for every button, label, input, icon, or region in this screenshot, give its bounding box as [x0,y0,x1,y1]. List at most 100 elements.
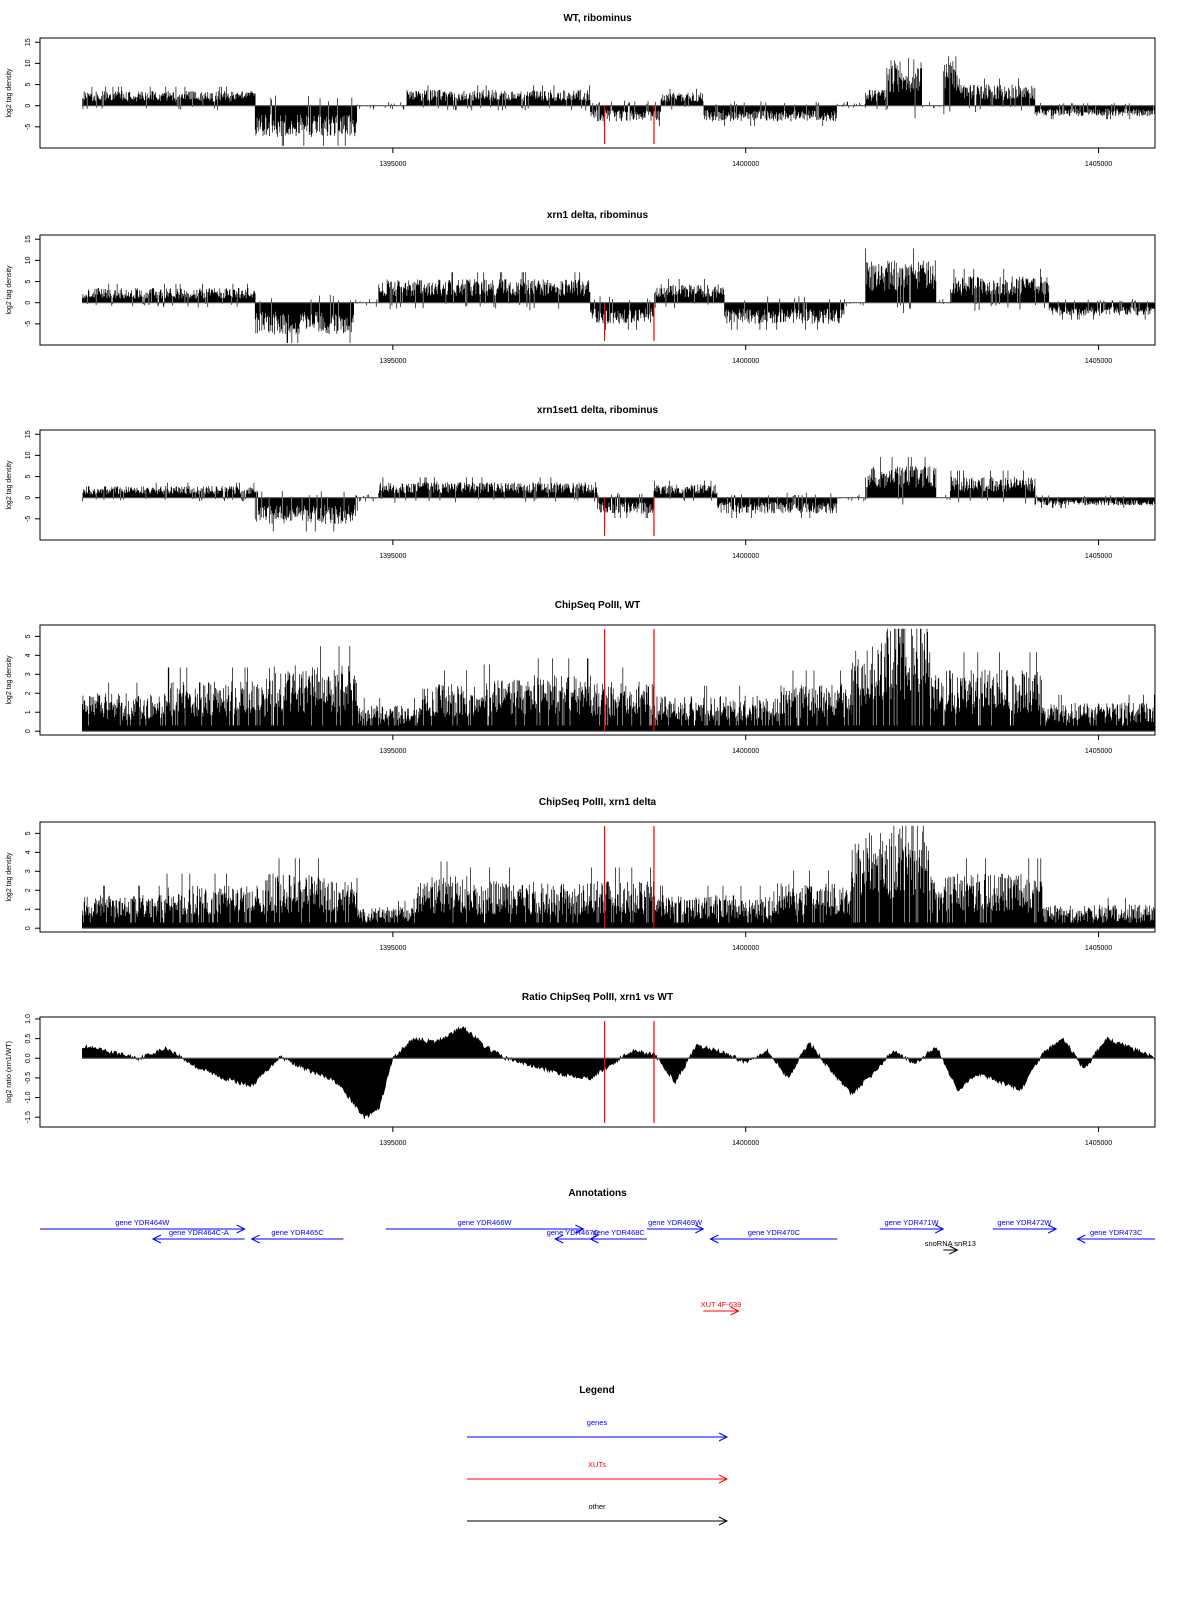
panel-2: xrn1 delta, ribominus log2 tag density -5 0… [6,210,1156,365]
chart-title: xrn1 delta, ribominus [547,210,649,221]
x-tick-label: 1395000 [379,358,406,365]
legend-panel: Legend genes XUTs other [467,1385,729,1526]
chart-title: WT, ribominus [563,13,632,24]
annotation-gene: gene YDR473C [1076,1228,1155,1244]
y-tick-label: -5 [25,321,32,327]
y-tick-label: 5 [25,82,32,86]
x-tick-label: 1400000 [732,945,759,952]
annotation-label: XUT 4F-639 [701,1300,742,1309]
y-tick-label: 1 [25,907,32,911]
x-tick-label: 1405000 [1085,553,1112,560]
annotation-label: gene YDR468C [592,1228,645,1237]
annotation-label: gene YDR473C [1090,1228,1143,1237]
y-tick-label: 4 [25,653,32,657]
x-tick-label: 1395000 [379,553,406,560]
y-tick-label: 0.0 [25,1053,32,1063]
arrow-head [695,1224,705,1234]
y-tick-label: 15 [25,235,32,243]
y-tick-label: -5 [25,516,32,522]
arrow-head [1076,1234,1086,1244]
plot-frame [39,234,1156,346]
annotation-label: gene YDR465C [271,1228,324,1237]
x-tick-label: 1400000 [732,553,759,560]
arrow-head [151,1234,162,1244]
annotation-gene: gene YDR467C [547,1228,600,1244]
y-axis-label: log2 tag density [6,460,13,510]
y-tick-label: 2 [25,888,32,892]
arrow-head [718,1516,729,1526]
legend-label: XUTs [588,1460,606,1469]
chart-title: ChipSeq PolII, WT [555,600,641,611]
x-tick-label: 1400000 [732,161,759,168]
panel-6: Ratio ChipSeq PolII, xrn1 vs WT log2 rati… [6,992,1156,1147]
chart-title: xrn1set1 delta, ribominus [537,405,659,416]
y-axis-label: log2 tag density [6,852,13,902]
annotations-title: Annotations [568,1188,627,1199]
signal-bars [81,825,1156,929]
x-tick-label: 1405000 [1085,748,1112,755]
plot-frame [39,37,1156,149]
legend-entry: XUTs [467,1460,729,1484]
arrow-head [554,1234,564,1244]
arrow-head [718,1474,729,1484]
y-tick-label: 5 [25,279,32,283]
y-tick-label: 0.5 [25,1034,32,1044]
y-axis-label: log2 tag density [6,265,13,315]
arrow-head [1047,1224,1058,1234]
plot-frame [39,429,1156,541]
plot-frame [39,624,1156,736]
ratio-area [82,1026,1155,1120]
annotation-gene: gene YDR468C [589,1228,647,1244]
y-tick-label: 0 [25,729,32,733]
plot-frame [39,821,1156,933]
arrow-head [935,1224,945,1234]
y-tick-label: 0 [25,301,32,305]
annotation-gene: gene YDR472W [992,1218,1058,1234]
arrow-head [589,1234,599,1244]
plot-frame [39,1016,1156,1128]
y-tick-label: 0 [25,104,32,108]
y-tick-label: 0 [25,926,32,930]
y-tick-label: 10 [25,451,32,459]
legend-label: other [588,1502,606,1511]
annotation-gene: gene YDR465C [250,1228,344,1244]
y-tick-label: -5 [25,124,32,130]
arrow-head [236,1224,246,1234]
arrow-head [730,1306,740,1316]
arrow-head [250,1234,260,1244]
x-tick-label: 1400000 [732,358,759,365]
chart-title: ChipSeq PolII, xrn1 delta [539,797,657,808]
legend-entry: other [467,1502,729,1526]
arrow-head [949,1245,959,1255]
y-tick-label: 1.0 [25,1014,32,1024]
signal-bars [81,248,1156,343]
annotation-label: gene YDR470C [748,1228,801,1237]
signal-bars [81,628,1156,732]
x-tick-label: 1400000 [732,748,759,755]
panel-3: xrn1set1 delta, ribominus log2 tag densit… [6,405,1156,560]
annotation-label: gene YDR464W [115,1218,170,1227]
x-tick-label: 1400000 [732,1140,759,1147]
legend-entry: genes [467,1418,729,1442]
y-tick-label: 3 [25,672,32,676]
signal-bars [81,457,1155,532]
y-tick-label: -0.5 [25,1072,32,1084]
y-tick-label: 15 [25,430,32,438]
y-tick-label: 5 [25,634,32,638]
x-tick-label: 1405000 [1085,358,1112,365]
y-tick-label: -1.5 [25,1111,32,1123]
y-tick-label: 4 [25,850,32,854]
panel-1: WT, ribominus log2 tag density -5 0 5 10 15 139… [6,13,1156,168]
chart-title: Ratio ChipSeq PolII, xrn1 vs WT [522,992,673,1003]
arrow-head [718,1432,729,1442]
legend-title: Legend [579,1385,615,1396]
annotation-gene: gene YDR470C [709,1228,838,1244]
y-tick-label: 10 [25,59,32,67]
x-tick-label: 1395000 [379,161,406,168]
y-tick-label: -1.0 [25,1091,32,1103]
signal-bars [81,56,1155,146]
annotation-label: snoRNA snR13 [925,1239,976,1248]
panel-4: ChipSeq PolII, WT log2 tag density 0 1 2 3 4 5 1… [6,600,1156,755]
